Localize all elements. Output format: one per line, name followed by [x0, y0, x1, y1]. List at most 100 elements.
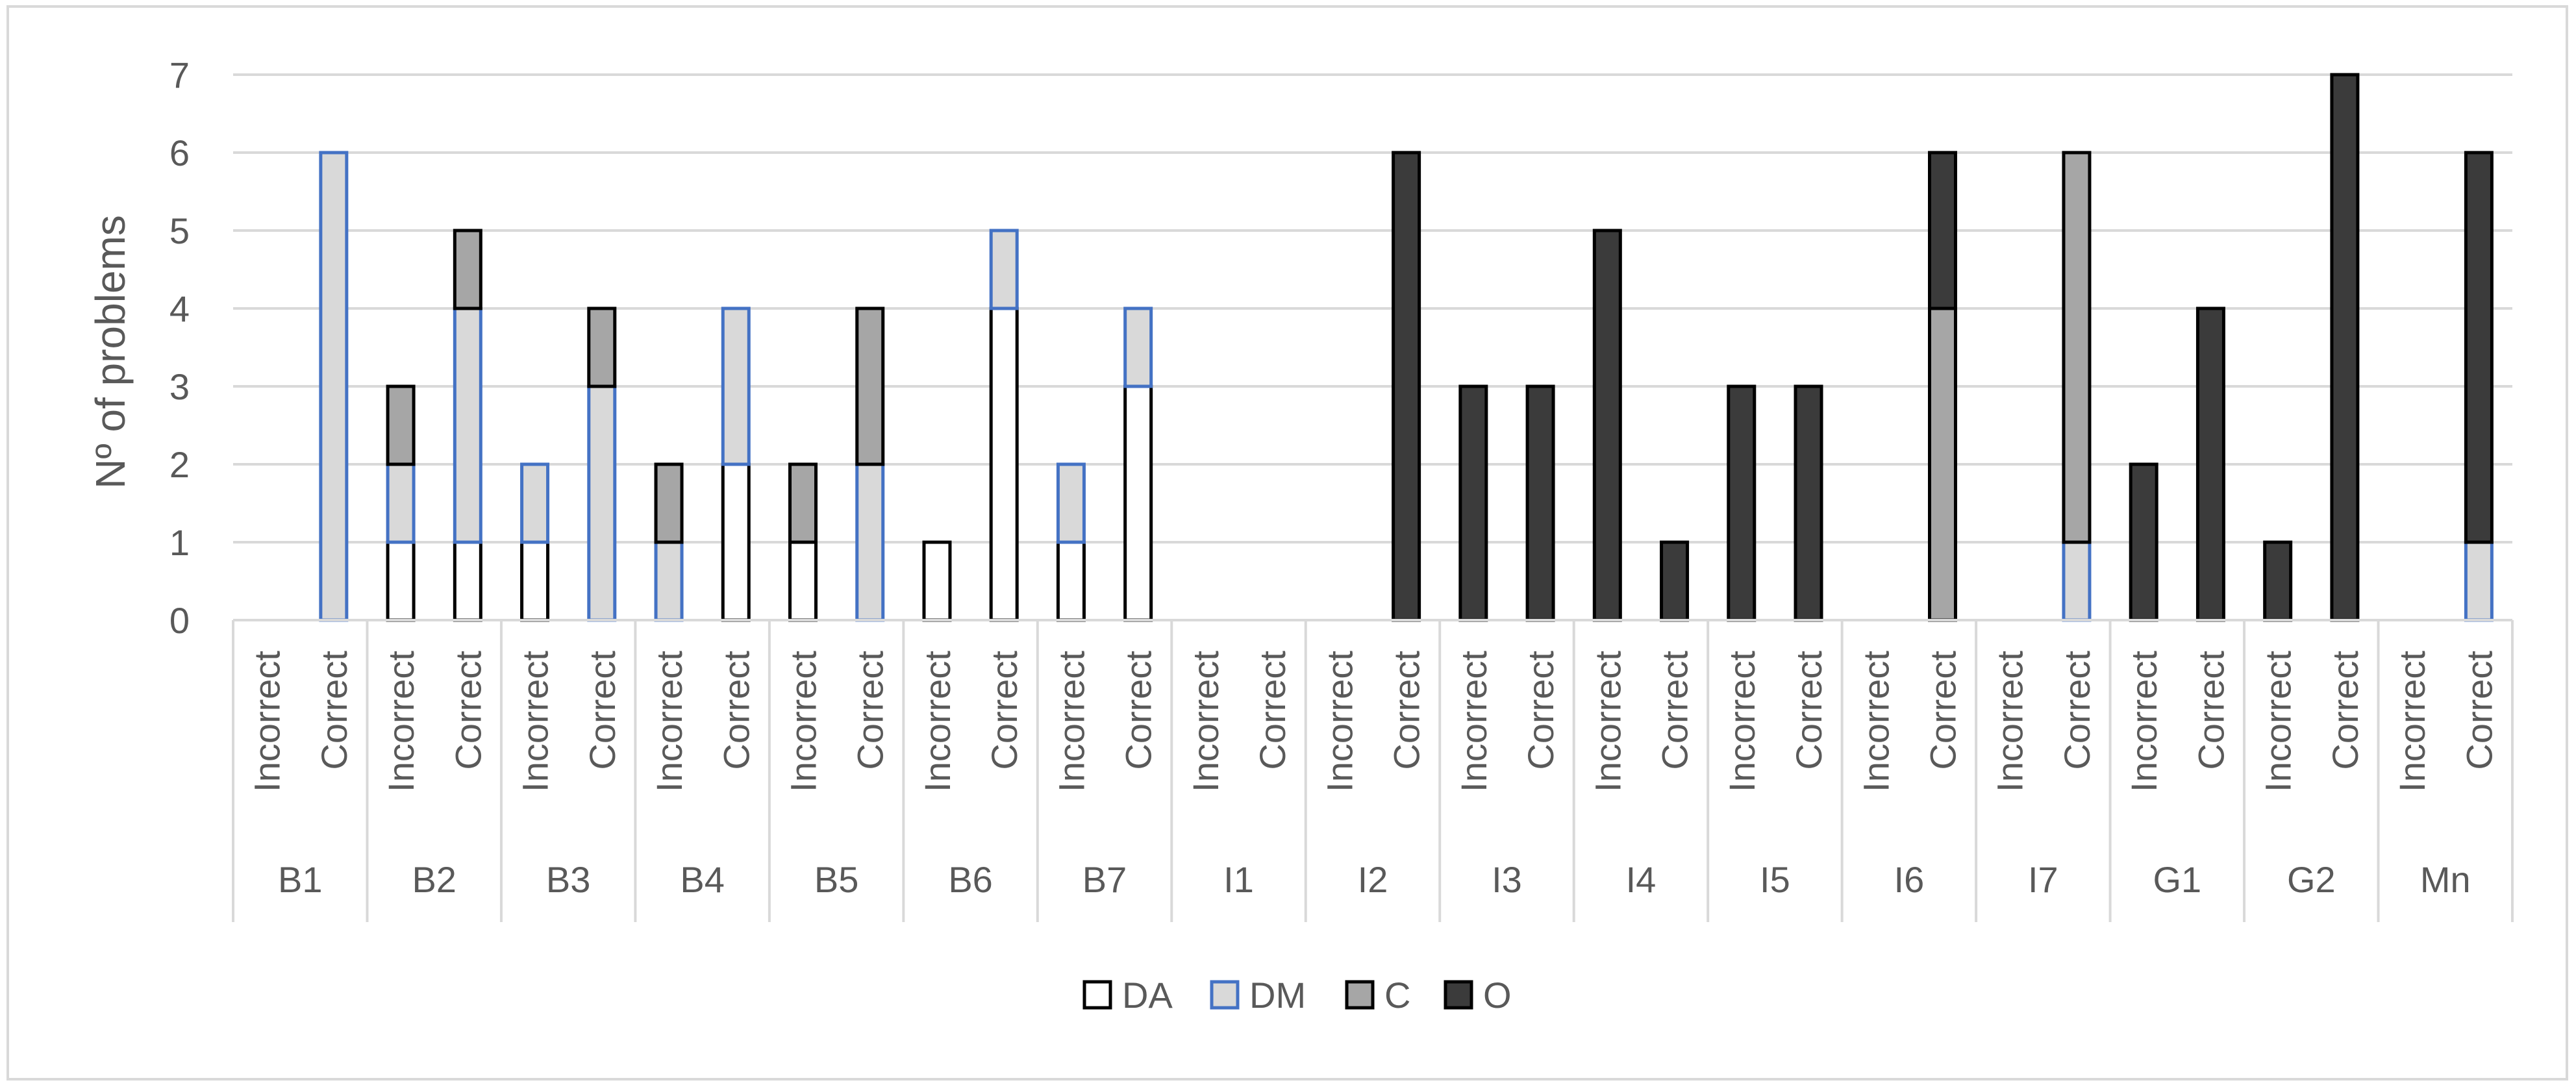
bar-segment-o	[1928, 151, 1957, 310]
chart-frame: 0 1 2 3 4 5 6 7 Nº of problems Incorrect Correct…	[6, 5, 2568, 1081]
x-subcategory-label: Correct	[314, 651, 355, 770]
x-subcategory-label: Correct	[1923, 651, 1964, 770]
x-group-label: I2	[1358, 859, 1388, 900]
x-subcategory-label: Correct	[850, 651, 891, 770]
x-subcategory-label: Correct	[2190, 651, 2231, 770]
bar-segment-da	[721, 462, 751, 622]
x-subcategory-label: Incorrect	[917, 651, 958, 792]
legend-item-da[interactable]: DA	[1082, 975, 1173, 1016]
bar-segment-c	[453, 229, 482, 310]
legend-swatch	[1210, 980, 1240, 1010]
bar-segment-da	[453, 540, 482, 622]
x-group-label: I4	[1626, 859, 1657, 900]
legend-item-o[interactable]: O	[1444, 975, 1512, 1016]
bar-segment-da	[922, 540, 952, 622]
y-axis-ticks: 0 1 2 3 4 5 6 7	[169, 55, 190, 641]
legend-swatch	[1444, 980, 1473, 1010]
x-group-label: B3	[546, 859, 591, 900]
bar-segment-dm	[654, 540, 684, 622]
bar-segment-dm	[855, 462, 885, 622]
bar-segment-c	[1928, 306, 1957, 622]
y-tick-label: 5	[169, 210, 190, 251]
x-group-label: G1	[2153, 859, 2201, 900]
bar-segment-o	[1727, 384, 1757, 622]
legend-item-c[interactable]: C	[1345, 975, 1410, 1016]
bar-segment-dm	[319, 151, 349, 622]
x-subcategory-label: Incorrect	[2258, 651, 2299, 792]
y-axis-title: Nº of problems	[87, 215, 134, 489]
gridlines	[233, 73, 2512, 544]
bar-segment-dm	[1056, 462, 1086, 544]
bar-segment-o	[1592, 229, 1622, 622]
bar-segment-dm	[989, 229, 1019, 310]
x-subcategory-label: Incorrect	[1990, 651, 2031, 792]
bars	[319, 73, 2494, 622]
bar-segment-o	[2464, 151, 2494, 544]
x-group-label: B6	[948, 859, 993, 900]
x-group-label: I5	[1760, 859, 1790, 900]
x-subcategory-label: Correct	[582, 651, 623, 770]
bar-segment-da	[1123, 384, 1153, 622]
x-subcategory-label: Incorrect	[247, 651, 288, 792]
legend-label: DM	[1249, 975, 1306, 1016]
x-subcategory-label: Incorrect	[2392, 651, 2432, 792]
stacked-bar-chart: 0 1 2 3 4 5 6 7 Nº of problems Incorrect Correct…	[87, 55, 2514, 1016]
bar-segment-dm	[721, 306, 751, 466]
x-group-label: G2	[2287, 859, 2336, 900]
bar-segment-o	[1660, 540, 1690, 622]
y-tick-label: 7	[169, 55, 190, 95]
bar-segment-o	[2330, 73, 2360, 622]
bar-segment-dm	[453, 306, 482, 544]
x-subcategory-label: Correct	[716, 651, 757, 770]
x-subcategory-label: Incorrect	[1855, 651, 1896, 792]
y-tick-label: 4	[169, 288, 190, 329]
bar-segment-c	[855, 306, 885, 466]
x-subcategory-label: Incorrect	[783, 651, 824, 792]
bar-segment-o	[1458, 384, 1488, 622]
bar-segment-dm	[2464, 540, 2494, 622]
x-subcategory-label: Correct	[1788, 651, 1829, 770]
bar-segment-da	[788, 540, 818, 622]
x-subcategory-label: Correct	[984, 651, 1025, 770]
x-group-label: I3	[1492, 859, 1522, 900]
y-tick-label: 6	[169, 132, 190, 173]
bar-segment-da	[989, 306, 1019, 622]
x-group-label: B4	[680, 859, 725, 900]
bar-segment-c	[2062, 151, 2092, 544]
legend-label: O	[1483, 975, 1512, 1016]
bar-segment-da	[520, 540, 550, 622]
y-tick-label: 3	[169, 366, 190, 407]
legend-label: DA	[1122, 975, 1173, 1016]
x-subcategory-label: Incorrect	[1453, 651, 1494, 792]
x-group-label: Mn	[2420, 859, 2471, 900]
legend-swatch	[1082, 980, 1112, 1010]
y-tick-label: 1	[169, 522, 190, 563]
x-axis: Incorrect Correct Incorrect Correct Incorrec…	[232, 619, 2514, 922]
x-subcategory-label: Incorrect	[1587, 651, 1628, 792]
x-subcategory-label: Correct	[447, 651, 488, 770]
x-group-label: B5	[814, 859, 859, 900]
bar-segment-dm	[386, 462, 416, 544]
bar-segment-dm	[587, 384, 617, 622]
x-subcategory-label: Incorrect	[1721, 651, 1762, 792]
bar-segment-da	[1056, 540, 1086, 622]
bar-segment-o	[2195, 306, 2225, 622]
bar-segment-o	[1392, 151, 1421, 622]
x-group-label: I1	[1223, 859, 1254, 900]
x-subcategory-label: Incorrect	[2123, 651, 2164, 792]
x-subcategory-label: Incorrect	[1185, 651, 1226, 792]
bar-segment-o	[2129, 462, 2158, 622]
x-group-label: B2	[412, 859, 456, 900]
x-subcategory-label: Incorrect	[649, 651, 690, 792]
bar-segment-o	[1794, 384, 1823, 622]
legend[interactable]: DA DM C O	[1082, 975, 1512, 1016]
x-group-label: I7	[2028, 859, 2058, 900]
bar-segment-dm	[520, 462, 550, 544]
legend-swatch	[1345, 980, 1375, 1010]
x-subcategory-label: Correct	[1386, 651, 1427, 770]
bar-segment-c	[587, 306, 617, 388]
x-group-label: B7	[1082, 859, 1127, 900]
legend-item-dm[interactable]: DM	[1210, 975, 1306, 1016]
bar-segment-da	[386, 540, 416, 622]
y-tick-label: 0	[169, 600, 190, 641]
